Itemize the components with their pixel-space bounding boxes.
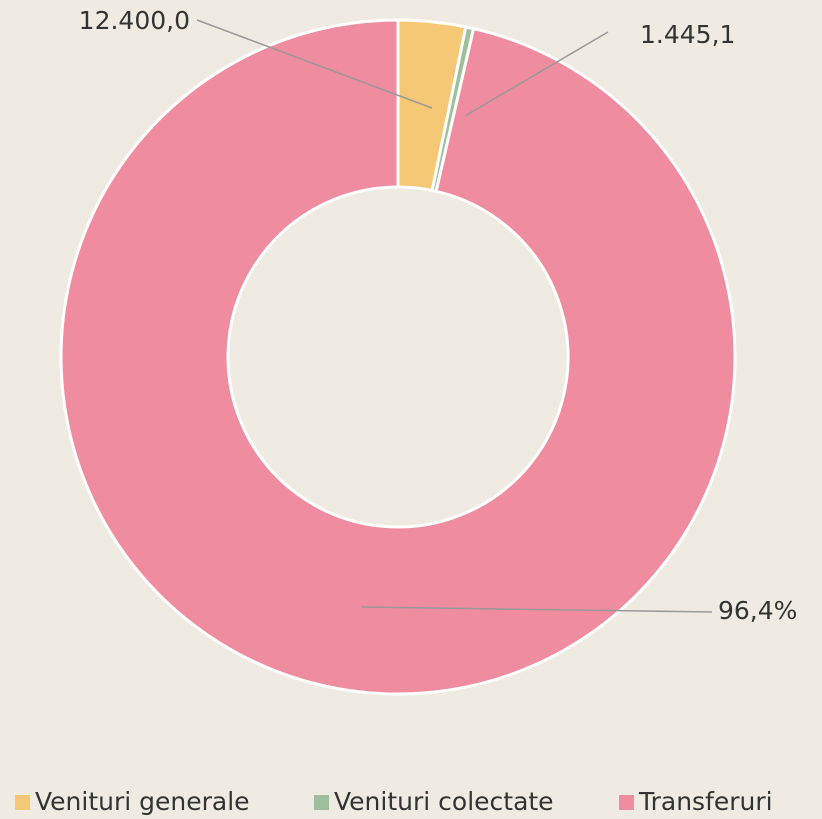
donut-segment <box>59 18 737 696</box>
legend-label: Venituri generale <box>35 787 250 816</box>
leader-line <box>196 19 433 109</box>
data-label: 1.445,1 <box>640 20 735 49</box>
legend-swatch <box>314 795 329 810</box>
data-label: 96,4% <box>718 596 797 625</box>
legend-label: Venituri colectate <box>334 787 554 816</box>
legend-swatch <box>15 795 30 810</box>
leader-line <box>361 606 713 613</box>
legend-swatch <box>619 795 634 810</box>
data-label: 12.400,0 <box>79 6 190 35</box>
leader-line <box>464 31 609 117</box>
legend-label: Transferuri <box>638 787 773 816</box>
